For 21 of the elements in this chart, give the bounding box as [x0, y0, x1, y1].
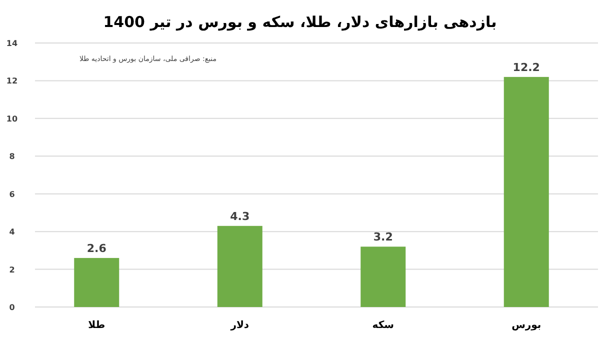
x-tick-label: دلار [230, 320, 250, 331]
x-tick-label: بورس [512, 320, 542, 331]
y-tick-label: 2 [9, 265, 15, 274]
x-tick-label: طلا [88, 320, 106, 331]
chart-title: بازدهی بازارهای دلار، طلا، سکه و بورس در تیر 1400 [103, 13, 497, 31]
bar [360, 246, 406, 307]
y-tick-label: 10 [6, 114, 18, 124]
data-label: 4.3 [230, 210, 250, 223]
y-tick-label: 0 [9, 303, 16, 312]
y-tick-label: 8 [9, 152, 16, 162]
bar [74, 258, 120, 307]
y-tick-label: 12 [6, 76, 18, 86]
data-label: 2.6 [86, 242, 107, 255]
data-label: 12.2 [512, 60, 540, 74]
y-tick-label: 14 [6, 39, 18, 48]
bar [217, 226, 262, 307]
data-label: 3.2 [373, 230, 393, 244]
y-tick-label: 6 [9, 190, 16, 199]
y-tick-label: 4 [9, 228, 16, 237]
bar [504, 76, 549, 307]
x-tick-label: سکه [372, 320, 394, 331]
